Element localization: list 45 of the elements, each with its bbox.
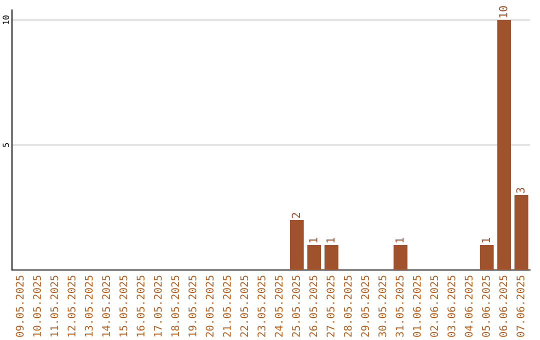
x-tick-label: 31.05.2025 <box>396 276 404 337</box>
x-tick-label: 10.05.2025 <box>33 276 41 336</box>
x-tick-label: 21.05.2025 <box>223 276 231 337</box>
bar <box>394 245 408 270</box>
x-tick-label: 16.05.2025 <box>136 276 145 336</box>
x-tick-label: 12.05.2025 <box>68 276 76 336</box>
bar <box>497 20 512 270</box>
x-tick-label: 11.05.2025 <box>50 276 58 336</box>
bar <box>307 245 322 270</box>
x-tick-label: 26.05.2025 <box>309 276 318 337</box>
x-tick-label: 30.05.2025 <box>378 276 386 337</box>
y-tick-label: 5 <box>2 143 9 147</box>
x-tick-label: 04.06.2025 <box>464 276 473 337</box>
x-tick-label: 01.06.2025 <box>412 276 421 337</box>
x-tick-label: 02.06.2025 <box>430 276 438 337</box>
x-tick-label: 23.05.2025 <box>258 276 266 337</box>
x-tick-label: 24.05.2025 <box>274 276 283 337</box>
x-tick-label: 20.05.2025 <box>206 276 214 337</box>
x-tick-label: 05.06.2025 <box>482 276 490 337</box>
x-tick-label: 22.05.2025 <box>240 276 248 337</box>
data-label: 2 <box>292 213 300 218</box>
data-label: 1 <box>326 238 335 242</box>
data-label: 1 <box>482 238 490 242</box>
x-tick-label: 03.06.2025 <box>447 276 456 337</box>
x-tick-label: 17.05.2025 <box>154 276 162 336</box>
x-tick-label: 14.05.2025 <box>102 276 110 336</box>
data-label: 10 <box>498 6 508 18</box>
x-tick-label: 18.05.2025 <box>171 276 180 336</box>
x-tick-label: 06.06.2025 <box>499 276 508 337</box>
x-tick-label: 13.05.2025 <box>84 276 93 336</box>
x-tick-label: 09.05.2025 <box>16 276 24 337</box>
x-tick-label: 27.05.2025 <box>326 276 334 337</box>
bar <box>290 220 304 270</box>
data-label: 1 <box>395 238 404 242</box>
data-label: 1 <box>309 238 318 242</box>
bar <box>514 195 528 270</box>
bar <box>480 245 494 270</box>
x-tick-label: 29.05.2025 <box>361 276 370 337</box>
x-tick-label: 25.05.2025 <box>292 276 300 337</box>
data-label: 3 <box>516 188 525 194</box>
x-tick-label: 28.05.2025 <box>344 276 352 337</box>
x-tick-label: 15.05.2025 <box>119 276 128 336</box>
x-tick-label: 07.06.2025 <box>516 276 524 337</box>
x-tick-label: 19.05.2025 <box>188 276 196 336</box>
bar <box>324 245 338 270</box>
